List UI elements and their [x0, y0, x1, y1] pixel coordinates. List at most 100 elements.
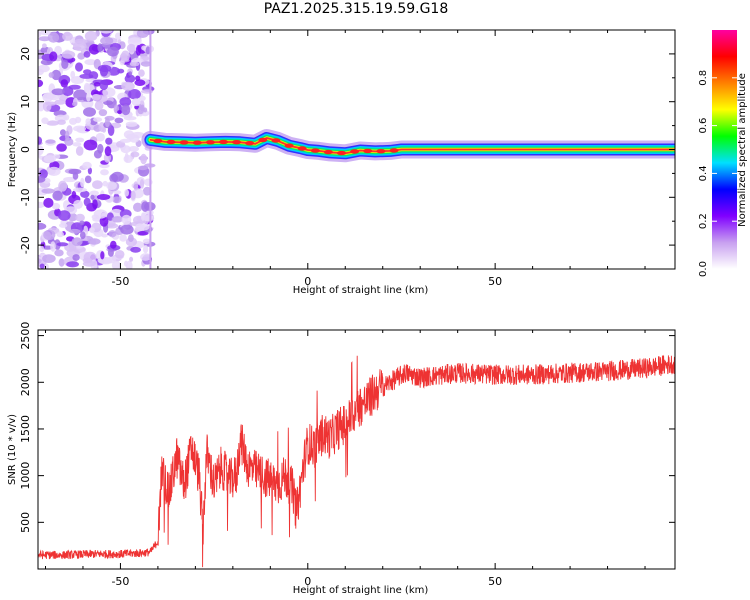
- noise-speckle: [38, 136, 43, 145]
- ridge-peak: [232, 140, 242, 145]
- noise-speckle: [73, 199, 83, 209]
- noise-speckle: [62, 32, 73, 41]
- noise-speckle: [119, 53, 128, 62]
- noise-speckle: [75, 137, 85, 143]
- noise-speckle: [73, 89, 88, 101]
- noise-speckle: [90, 194, 95, 200]
- noise-speckle: [140, 61, 152, 67]
- noise-speckle: [83, 139, 98, 151]
- noise-speckle: [92, 180, 103, 190]
- noise-speckle: [39, 263, 45, 269]
- spectrogram-y-tick-label: 20: [19, 47, 32, 61]
- noise-speckle: [72, 101, 78, 107]
- noise-speckle: [83, 51, 91, 58]
- noise-speckle: [100, 251, 105, 260]
- noise-speckle: [94, 100, 104, 111]
- noise-speckle: [135, 223, 145, 230]
- spectrogram-y-axis-label: Frequency (Hz): [7, 112, 18, 188]
- noise-speckle: [137, 165, 148, 171]
- noise-speckle: [139, 179, 145, 189]
- ridge-peak: [258, 137, 268, 143]
- noise-speckle: [70, 70, 76, 79]
- noise-speckle: [120, 224, 134, 235]
- noise-speckle: [80, 190, 90, 198]
- ridge-peak: [205, 140, 215, 145]
- snr-x-tick-label: -50: [111, 575, 129, 588]
- noise-speckle: [83, 197, 91, 207]
- noise-speckle: [84, 59, 97, 66]
- noise-speckle: [68, 168, 82, 175]
- colorbar-tick-label: 0.2: [698, 213, 709, 229]
- noise-speckle: [125, 121, 138, 127]
- noise-speckle: [64, 137, 74, 146]
- noise-speckle: [124, 260, 128, 267]
- noise-speckle: [124, 74, 136, 83]
- colorbar-tick-label: 0.0: [698, 261, 709, 277]
- noise-speckle: [58, 180, 68, 192]
- snr-y-tick-label: 1000: [19, 462, 32, 490]
- noise-speckle: [142, 186, 152, 196]
- noise-speckle: [56, 143, 67, 152]
- snr-y-tick-label: 1500: [19, 415, 32, 443]
- noise-speckle: [105, 137, 113, 145]
- ridge-peak: [389, 148, 399, 153]
- noise-speckle: [115, 32, 122, 40]
- noise-speckle: [54, 99, 66, 105]
- noise-speckle: [111, 171, 124, 182]
- noise-speckle: [77, 52, 86, 60]
- noise-speckle: [58, 258, 65, 267]
- noise-speckle: [140, 153, 148, 165]
- noise-speckle: [61, 50, 76, 59]
- noise-speckle: [71, 190, 77, 199]
- noise-speckle: [142, 238, 151, 245]
- noise-speckle: [41, 188, 55, 194]
- noise-speckle: [82, 257, 93, 264]
- noise-speckle: [63, 114, 70, 121]
- noise-speckle: [96, 194, 111, 200]
- noise-speckle: [110, 240, 117, 249]
- snr-y-tick-label: 2500: [19, 322, 32, 350]
- noise-speckle: [89, 190, 99, 196]
- noise-speckle: [39, 246, 45, 252]
- noise-speckle: [130, 190, 136, 200]
- noise-speckle: [47, 32, 60, 43]
- noise-speckle: [42, 254, 56, 263]
- noise-speckle: [111, 260, 121, 269]
- noise-speckle: [38, 176, 46, 183]
- noise-speckle: [104, 146, 112, 157]
- noise-speckle: [126, 133, 135, 140]
- noise-speckle: [43, 197, 54, 208]
- noise-speckle: [126, 43, 136, 53]
- noise-speckle: [123, 116, 137, 121]
- noise-speckle: [49, 51, 58, 62]
- noise-speckle: [102, 87, 116, 98]
- noise-speckle: [93, 209, 108, 219]
- noise-speckle: [57, 119, 66, 125]
- noise-speckle: [84, 84, 89, 92]
- noise-speckle: [75, 62, 83, 72]
- noise-speckle: [38, 222, 47, 230]
- noise-speckle: [89, 227, 95, 233]
- snr-x-tick-label: 0: [304, 575, 311, 588]
- snr-y-tick-label: 2000: [19, 368, 32, 396]
- noise-speckle: [130, 151, 140, 158]
- noise-speckle: [128, 71, 133, 76]
- noise-speckle: [52, 190, 63, 201]
- noise-speckle: [133, 181, 139, 191]
- noise-speckle: [129, 61, 140, 67]
- noise-speckle: [137, 106, 144, 115]
- noise-speckle: [121, 214, 132, 225]
- noise-speckle: [79, 220, 85, 226]
- noise-speckle: [56, 231, 64, 238]
- noise-speckle: [47, 166, 61, 176]
- noise-speckle: [38, 101, 45, 112]
- noise-speckle: [43, 229, 56, 241]
- noise-speckle: [68, 84, 81, 90]
- ridge-peak: [219, 139, 228, 145]
- colorbar: 0.0 0.2 0.4 0.6 0.8 Normalized spectral ampli…: [698, 30, 748, 277]
- noise-speckle: [82, 161, 92, 169]
- noise-speckle: [69, 228, 81, 234]
- noise-speckle: [98, 109, 108, 117]
- noise-speckle: [128, 37, 142, 43]
